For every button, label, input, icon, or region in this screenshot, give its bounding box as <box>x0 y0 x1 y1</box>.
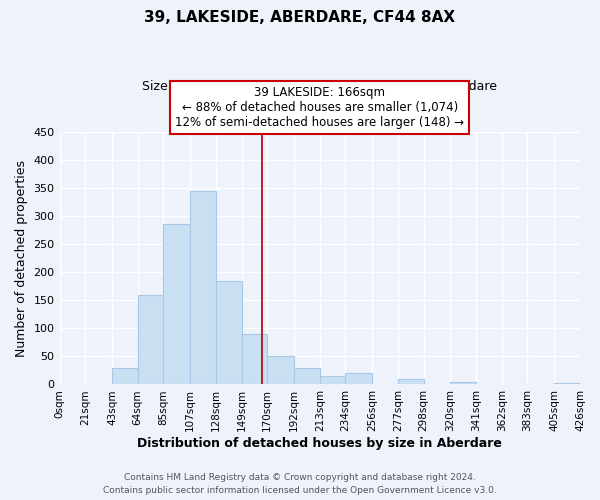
Y-axis label: Number of detached properties: Number of detached properties <box>15 160 28 356</box>
Bar <box>163 224 190 384</box>
Bar <box>216 280 242 384</box>
Bar <box>112 368 138 384</box>
Bar <box>267 356 294 384</box>
Text: 39 LAKESIDE: 166sqm
← 88% of detached houses are smaller (1,074)
12% of semi-det: 39 LAKESIDE: 166sqm ← 88% of detached ho… <box>175 86 464 129</box>
Bar <box>138 294 163 384</box>
Bar <box>346 373 373 384</box>
Bar <box>294 368 320 384</box>
Text: 39, LAKESIDE, ABERDARE, CF44 8AX: 39, LAKESIDE, ABERDARE, CF44 8AX <box>145 10 455 25</box>
Bar <box>242 334 267 384</box>
Bar <box>320 376 346 384</box>
Title: Size of property relative to detached houses in Aberdare: Size of property relative to detached ho… <box>142 80 497 93</box>
Bar <box>451 382 476 384</box>
Text: Contains HM Land Registry data © Crown copyright and database right 2024.
Contai: Contains HM Land Registry data © Crown c… <box>103 474 497 495</box>
Bar <box>398 379 424 384</box>
Bar <box>190 190 216 384</box>
X-axis label: Distribution of detached houses by size in Aberdare: Distribution of detached houses by size … <box>137 437 502 450</box>
